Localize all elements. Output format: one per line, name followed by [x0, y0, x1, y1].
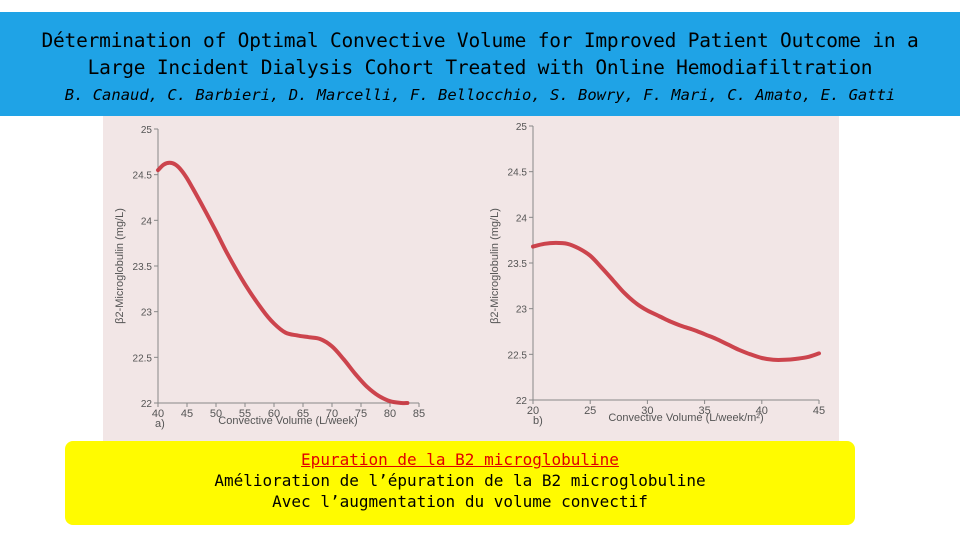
- x-tick-label: 40: [756, 405, 768, 417]
- x-tick-label: 30: [641, 405, 653, 417]
- y-axis-label: β2-Microglobulin (mg/L): [114, 208, 126, 324]
- x-tick-label: 70: [326, 408, 338, 420]
- chart-panel-b: 22 22.5 23 23.5 24 24.5 25 20 25 30 35 40 45 Convecti…: [489, 122, 825, 427]
- series-line: [531, 240, 821, 362]
- charts-svg: 22 22.5 23 23.5 24 24.5 25 40 45 50 55 60 65 70 75 80 85…: [114, 122, 825, 430]
- x-axis-label: Convective Volume (L/week): [218, 415, 357, 427]
- y-tick-label: 24.5: [133, 171, 153, 182]
- y-tick-label: 22.5: [133, 353, 153, 364]
- y-tick-label: 23.5: [133, 262, 153, 273]
- x-tick-label: 35: [698, 405, 710, 417]
- x-tick-label: 80: [384, 408, 396, 420]
- y-tick-label: 22: [141, 399, 153, 410]
- caption-line-1: Amélioration de l’épuration de la B2 mic…: [214, 471, 706, 490]
- y-tick-label: 25: [141, 125, 153, 136]
- y-tick-label: 22.5: [508, 350, 528, 361]
- x-tick-label: 60: [268, 408, 280, 420]
- y-tick-label: 22: [516, 396, 528, 407]
- series-line: [156, 160, 410, 406]
- x-tick-label: 85: [413, 408, 425, 420]
- y-tick-label: 25: [516, 122, 528, 133]
- x-tick-label: 65: [297, 408, 309, 420]
- caption-heading: Epuration de la B2 microglobuline: [301, 450, 619, 469]
- x-tick-label: 40: [152, 408, 164, 420]
- y-tick-label: 24: [141, 216, 153, 227]
- x-axis-label: Convective Volume (L/week/m²): [608, 412, 763, 424]
- x-tick-label: 50: [210, 408, 222, 420]
- title-banner: Détermination of Optimal Convective Volu…: [0, 12, 960, 116]
- title-line-2: Large Incident Dialysis Cohort Treated w…: [87, 56, 873, 79]
- x-tick-label: 20: [527, 405, 539, 417]
- caption-line-2: Avec l’augmentation du volume convectif: [272, 492, 648, 511]
- caption-box: Epuration de la B2 microglobuline Amélio…: [65, 441, 855, 525]
- x-tick-label: 75: [355, 408, 367, 420]
- x-tick-label: 25: [584, 405, 596, 417]
- panel-label: a): [155, 418, 165, 430]
- chart-photo: 22 22.5 23 23.5 24 24.5 25 40 45 50 55 60 65 70 75 80 85…: [103, 116, 839, 442]
- authors-line: B. Canaud, C. Barbieri, D. Marcelli, F. …: [64, 86, 896, 104]
- slide-title: Détermination of Optimal Convective Volu…: [0, 12, 960, 81]
- x-tick-label: 55: [239, 408, 251, 420]
- title-line-1: Détermination of Optimal Convective Volu…: [41, 29, 919, 52]
- panel-label: b): [533, 415, 543, 427]
- x-tick-label: 45: [813, 405, 825, 417]
- y-tick-label: 23: [141, 308, 153, 319]
- y-tick-label: 24: [516, 213, 528, 224]
- y-tick-label: 24.5: [508, 168, 528, 179]
- y-tick-label: 23: [516, 305, 528, 316]
- chart-panel-a: 22 22.5 23 23.5 24 24.5 25 40 45 50 55 60 65 70 75 80 85…: [114, 125, 425, 430]
- x-tick-label: 45: [181, 408, 193, 420]
- y-tick-label: 23.5: [508, 259, 528, 270]
- y-axis-label: β2-Microglobulin (mg/L): [489, 208, 501, 324]
